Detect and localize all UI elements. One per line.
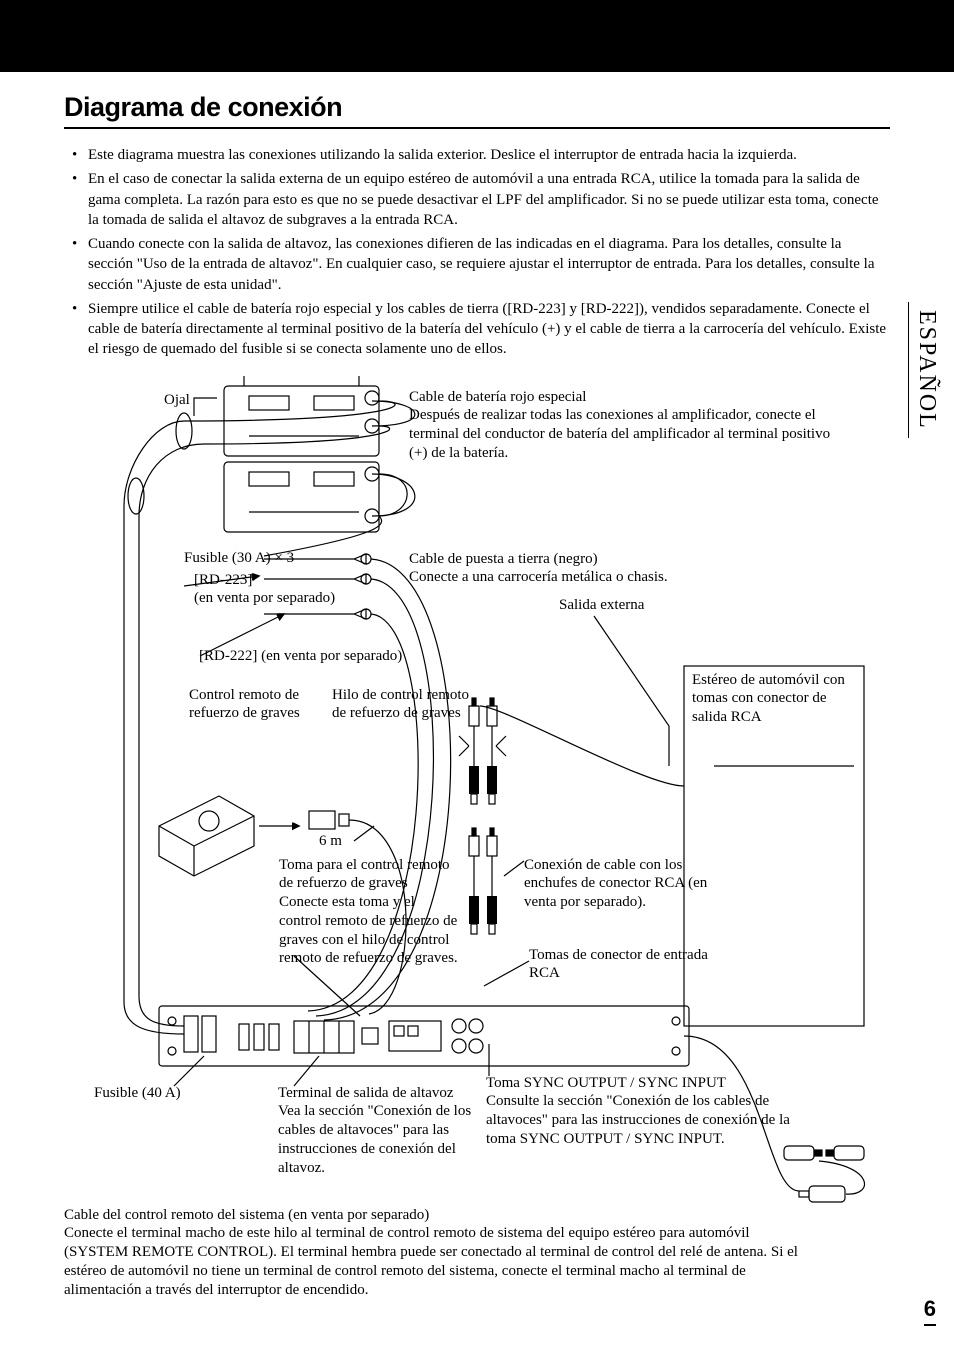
label-salida-externa: Salida externa: [559, 596, 644, 615]
label-rd222: [RD-222] (en venta por separado): [199, 647, 402, 666]
label-fuse30: Fusible (30 A) × 3: [184, 549, 294, 568]
label-sync: Toma SYNC OUTPUT / SYNC INPUT Consulte l…: [486, 1074, 796, 1149]
label-sys-remote: Cable del control remoto del sistema (en…: [64, 1206, 804, 1300]
label-spk-out: Terminal de salida de altavoz Vea la sec…: [278, 1084, 478, 1178]
top-black-bar: [0, 0, 954, 72]
label-rca-in: Tomas de conector de entrada RCA: [529, 946, 719, 984]
label-car-stereo: Estéreo de automóvil con tomas con conec…: [692, 671, 852, 727]
label-bass-wire: Hilo de control remoto de refuerzo de gr…: [332, 686, 472, 724]
label-ojal: Ojal: [164, 391, 190, 410]
label-red-battery: Cable de batería rojo especial Después d…: [409, 388, 839, 463]
label-fuse40: Fusible (40 A): [94, 1084, 181, 1103]
label-6m: 6 m: [319, 832, 342, 851]
bullet-item: En el caso de conectar la salida externa…: [64, 169, 890, 230]
page-heading: Diagrama de conexión: [64, 92, 890, 129]
label-ground: Cable de puesta a tierra (negro) Conecte…: [409, 550, 809, 588]
page-content: Diagrama de conexión Este diagrama muest…: [0, 72, 954, 1356]
bullet-item: Este diagrama muestra las conexiones uti…: [64, 145, 890, 165]
label-rd223: [RD-223] (en venta por separado): [194, 571, 374, 609]
label-rca-conn: Conexión de cable con los enchufes de co…: [524, 856, 734, 912]
intro-bullets: Este diagrama muestra las conexiones uti…: [64, 145, 890, 360]
bullet-item: Siempre utilice el cable de batería rojo…: [64, 299, 890, 360]
connection-diagram: Ojal Cable de batería rojo especial Desp…: [64, 366, 884, 1326]
label-bass-jack: Toma para el control remoto de refuerzo …: [279, 856, 459, 969]
language-tab: ESPAÑOL: [908, 302, 944, 438]
page-number: 6: [924, 1296, 936, 1326]
diagram-svg: [64, 366, 884, 1326]
bullet-item: Cuando conecte con la salida de altavoz,…: [64, 234, 890, 295]
label-bass-remote: Control remoto de refuerzo de graves: [189, 686, 329, 724]
